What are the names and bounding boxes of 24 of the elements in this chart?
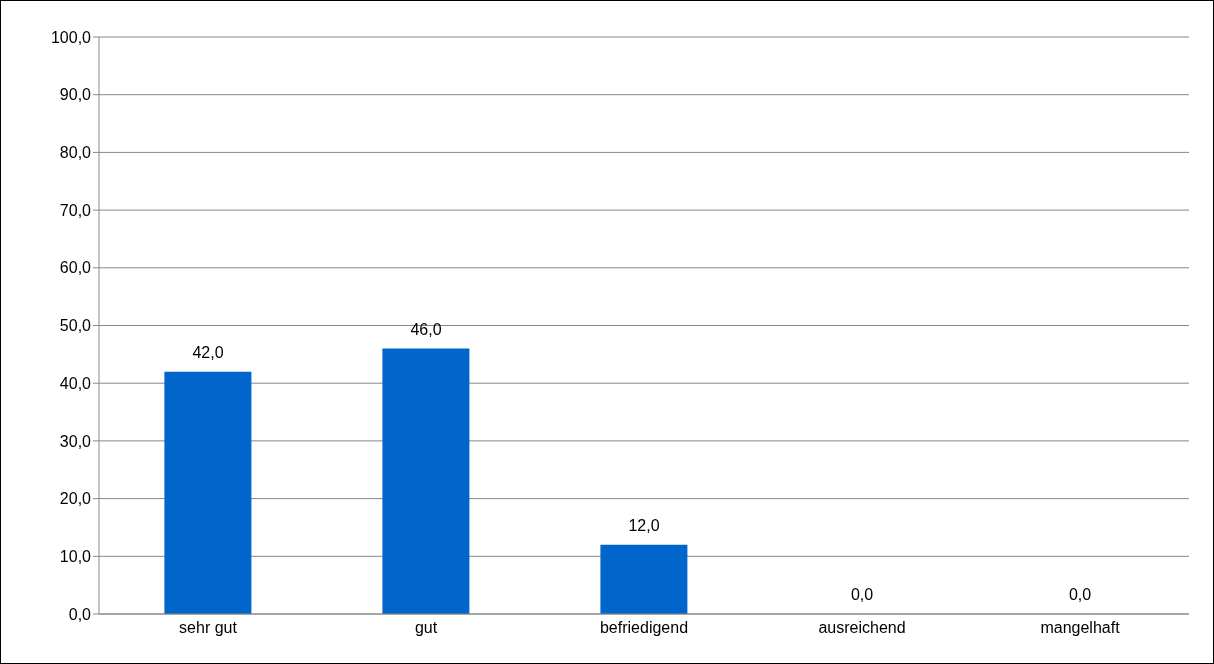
y-tick-label: 90,0 <box>59 86 92 104</box>
data-label: 12,0 <box>628 516 660 534</box>
y-tick-label: 40,0 <box>59 374 92 392</box>
data-label: 0,0 <box>1068 586 1092 603</box>
y-tick-label: 80,0 <box>59 144 92 162</box>
x-tick-label: befriedigend <box>599 619 689 637</box>
y-tick-label: 50,0 <box>59 317 92 335</box>
y-tick-label: 10,0 <box>59 547 92 565</box>
y-tick-label: 70,0 <box>59 201 92 219</box>
y-tick-label: 0,0 <box>68 605 92 623</box>
x-tick-label: gut <box>414 619 438 637</box>
data-label: 46,0 <box>410 320 442 338</box>
data-label: 0,0 <box>850 586 874 603</box>
bar <box>164 371 252 614</box>
y-tick-label: 60,0 <box>59 259 92 277</box>
x-tick-label: ausreichend <box>818 619 906 637</box>
y-tick-label: 30,0 <box>59 432 92 450</box>
x-tick-label: sehr gut <box>179 619 238 637</box>
bar <box>600 544 688 614</box>
x-tick-label: mangelhaft <box>1040 619 1121 637</box>
y-tick-label: 100,0 <box>50 28 92 46</box>
data-label: 42,0 <box>192 343 224 361</box>
bar <box>382 348 470 614</box>
y-tick-label: 20,0 <box>59 490 92 508</box>
